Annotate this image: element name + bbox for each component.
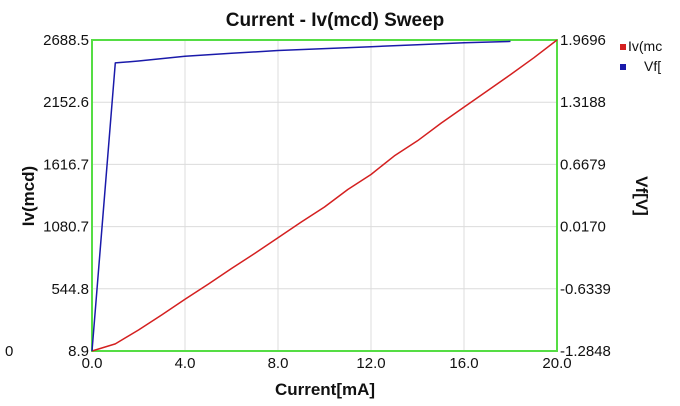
- y-tick-label: 2152.6: [43, 94, 89, 111]
- legend-label-vf: Vf[: [644, 58, 661, 74]
- tick-labels: 0.0 4.0 8.0 12.0 16.0 20.0 8.9 544.8 1080.7 1616.…: [43, 32, 611, 372]
- x-tick-label: 0.0: [82, 355, 103, 372]
- y2-tick-label: 0.6679: [560, 156, 606, 173]
- legend-swatch-vf: [620, 64, 626, 70]
- x-axis-title: Current[mA]: [275, 380, 375, 399]
- series-layer: [91, 39, 558, 352]
- y-tick-label: 8.9: [68, 343, 89, 360]
- stray-tick-label: 0: [5, 343, 13, 360]
- plot-area-border: [91, 39, 558, 352]
- y2-tick-label: 1.3188: [560, 94, 606, 111]
- y2-tick-label: 0.0170: [560, 219, 606, 236]
- y-tick-label: 2688.5: [43, 32, 89, 49]
- y2-axis-title: Vf[V]: [632, 176, 651, 216]
- x-tick-label: 20.0: [542, 355, 571, 372]
- series-line-iv: [91, 39, 558, 352]
- x-tick-label: 16.0: [449, 355, 478, 372]
- y2-tick-label: -1.2848: [560, 343, 611, 360]
- y2-tick-label: -0.6339: [560, 281, 611, 298]
- y-tick-label: 1080.7: [43, 219, 89, 236]
- y-tick-label: 544.8: [51, 281, 89, 298]
- legend-label-iv: Iv(mc: [628, 38, 662, 54]
- x-tick-label: 12.0: [356, 355, 385, 372]
- y2-tick-label: 1.9696: [560, 32, 606, 49]
- x-tick-label: 4.0: [175, 355, 196, 372]
- grid-lines: [92, 40, 557, 351]
- x-tick-label: 8.0: [268, 355, 289, 372]
- legend: Iv(mc Vf[: [620, 38, 662, 74]
- y-tick-label: 1616.7: [43, 156, 89, 173]
- chart-title: Current - Iv(mcd) Sweep: [226, 10, 445, 31]
- y-axis-title: Iv(mcd): [19, 166, 38, 226]
- legend-swatch-iv: [620, 44, 626, 50]
- series-line-vf: [91, 40, 511, 352]
